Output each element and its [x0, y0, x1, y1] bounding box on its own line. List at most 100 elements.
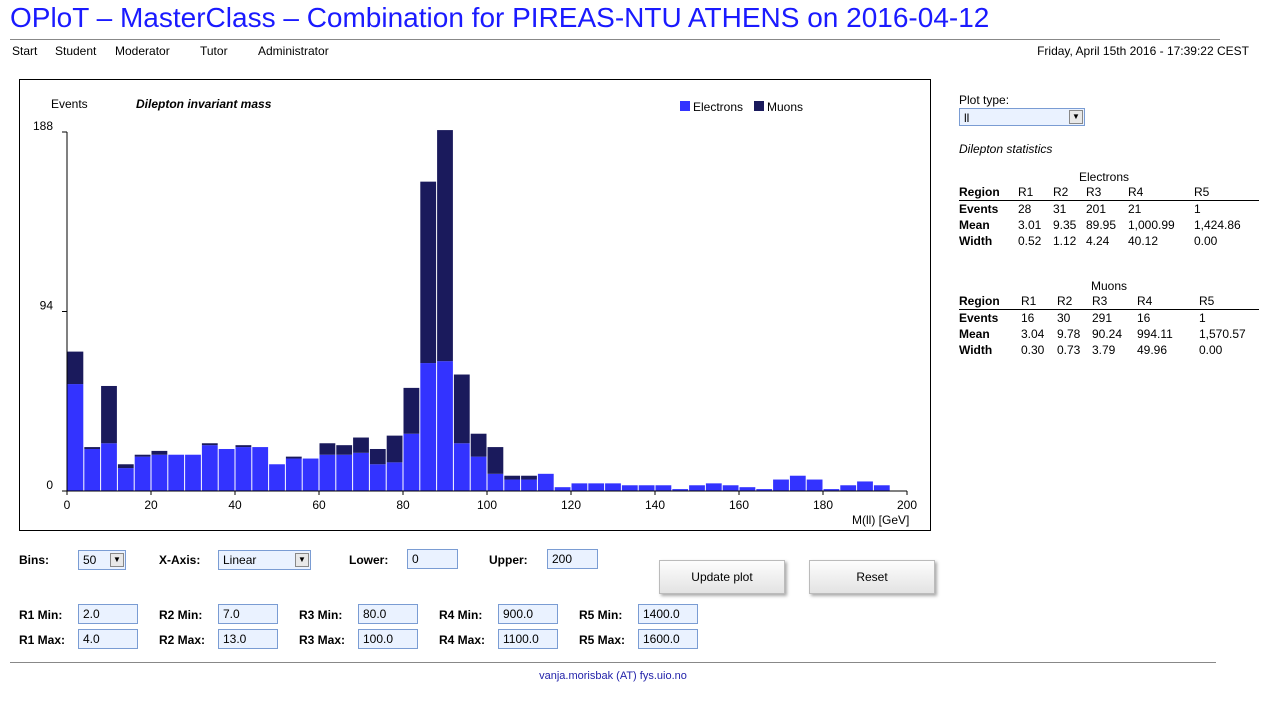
histogram-bar-electrons [689, 485, 705, 491]
histogram-bar-electrons [739, 487, 756, 491]
r4-min-label: R4 Min: [439, 608, 483, 622]
nav-tutor[interactable]: Tutor [200, 44, 228, 58]
histogram-bar-electrons [756, 489, 773, 491]
table-cell: 49.96 [1137, 343, 1168, 357]
histogram-bar-muons [437, 130, 453, 362]
xaxis-select[interactable]: Linear ▼ [218, 550, 311, 570]
histogram-bar-electrons [151, 454, 168, 491]
x-tick-label: 180 [813, 498, 833, 512]
r2-min-input[interactable] [218, 604, 278, 624]
table-header: R1 [1018, 184, 1053, 201]
chevron-down-icon[interactable]: ▼ [1069, 110, 1083, 124]
histogram-bar-electrons [705, 483, 722, 491]
histogram-bar-electrons [487, 473, 504, 491]
upper-label: Upper: [489, 553, 528, 567]
table-cell: 1.12 [1053, 234, 1077, 248]
table-cell: 3.01 [1018, 218, 1042, 232]
histogram-bar-electrons [521, 479, 537, 491]
x-tick-label: 160 [729, 498, 749, 512]
plot-type-value: ll [964, 111, 970, 125]
x-tick-label: 140 [645, 498, 665, 512]
x-tick-label: 200 [897, 498, 917, 512]
histogram-bar-muons [84, 447, 101, 449]
histogram-bar-electrons [218, 448, 235, 491]
histogram-bar-muons [470, 433, 487, 457]
r1-min-input[interactable] [78, 604, 138, 624]
r3-max-input[interactable] [358, 629, 418, 649]
electrons-stats-title: Electrons [1078, 170, 1130, 184]
r4-max-input[interactable] [498, 629, 558, 649]
table-cell: 1,000.99 [1128, 218, 1175, 232]
table-cell: 9.35 [1053, 218, 1077, 232]
chevron-down-icon[interactable]: ▼ [295, 553, 309, 567]
chart-title: Dilepton invariant mass [136, 97, 272, 111]
r2-min-label: R2 Min: [159, 608, 203, 622]
x-tick-label: 20 [144, 498, 158, 512]
histogram-bar-electrons [185, 454, 201, 491]
histogram-bar-muons [101, 385, 117, 444]
histogram-plot: 0 20 40 60 80 100 120 140 160 180 200 0 94 188 Events… [19, 79, 931, 531]
table-header: R5 [1199, 293, 1259, 310]
histogram-bar-electrons [605, 483, 621, 491]
side-panel: Plot type: ll ▼ Dilepton statistics Elec… [959, 93, 1264, 358]
table-cell: 201 [1086, 202, 1107, 216]
table-row: Width 0.30 0.73 3.79 49.96 0.00 [959, 342, 1259, 358]
y-axis-label: Events [51, 97, 88, 111]
histogram-bar-electrons [655, 485, 672, 491]
upper-input[interactable] [547, 549, 598, 569]
nav-start[interactable]: Start [12, 44, 38, 58]
x-tick-label: 120 [561, 498, 581, 512]
histogram-bar-muons [420, 181, 437, 364]
histogram-bar-electrons [235, 447, 252, 491]
histogram-bar-electrons [773, 479, 789, 491]
xaxis-value: Linear [223, 553, 257, 567]
histogram-bar-electrons [470, 456, 487, 491]
histogram-bar-electrons [117, 468, 134, 491]
table-cell: 9.78 [1057, 327, 1081, 341]
y-tick-label: 188 [33, 119, 53, 133]
table-header: R3 [1092, 293, 1137, 310]
reset-button[interactable]: Reset [809, 560, 935, 594]
r4-min-input[interactable] [498, 604, 558, 624]
table-header: R4 [1137, 293, 1199, 310]
plot-type-select[interactable]: ll ▼ [959, 108, 1085, 126]
table-header: R4 [1128, 184, 1194, 201]
histogram-bar-muons [504, 475, 521, 480]
histogram-bar-electrons [806, 479, 823, 491]
table-cell: Mean [959, 218, 990, 232]
table-header: R1 [1021, 293, 1057, 310]
table-cell: 30 [1057, 311, 1071, 325]
table-row: Width 0.52 1.12 4.24 40.12 0.00 [959, 233, 1259, 249]
nav-student[interactable]: Student [55, 44, 97, 58]
table-cell: 291 [1092, 311, 1113, 325]
histogram-bar-electrons [873, 485, 890, 491]
histogram-bar-electrons [269, 464, 285, 491]
histogram-bar-muons [453, 374, 470, 444]
update-plot-button[interactable]: Update plot [659, 560, 785, 594]
table-header: Region [959, 293, 1021, 310]
r5-max-label: R5 Max: [579, 633, 626, 647]
x-tick-label: 0 [64, 498, 71, 512]
nav-moderator[interactable]: Moderator [115, 44, 170, 58]
histogram-bar-muons [319, 443, 336, 455]
r2-max-input[interactable] [218, 629, 278, 649]
table-row: Events 28 31 201 21 1 [959, 201, 1259, 218]
table-header: R2 [1053, 184, 1086, 201]
histogram-svg: 0 20 40 60 80 100 120 140 160 180 200 0 94 188 Events… [33, 97, 917, 527]
table-cell: 0.00 [1199, 343, 1223, 357]
r5-max-input[interactable] [638, 629, 698, 649]
bins-select[interactable]: 50 ▼ [78, 550, 126, 570]
table-cell: Width [959, 234, 993, 248]
chevron-down-icon[interactable]: ▼ [110, 553, 124, 567]
footer-contact[interactable]: vanja.morisbak (AT) fys.uio.no [539, 670, 687, 682]
lower-input[interactable] [407, 549, 458, 569]
r1-max-input[interactable] [78, 629, 138, 649]
table-header: Region [959, 184, 1018, 201]
r5-min-input[interactable] [638, 604, 698, 624]
r3-min-input[interactable] [358, 604, 418, 624]
histogram-bar-muons [134, 454, 151, 457]
nav-administrator[interactable]: Administrator [258, 44, 329, 58]
histogram-bar-muons [336, 445, 353, 455]
histogram-bar-electrons [537, 473, 554, 491]
table-cell: 16 [1021, 311, 1035, 325]
